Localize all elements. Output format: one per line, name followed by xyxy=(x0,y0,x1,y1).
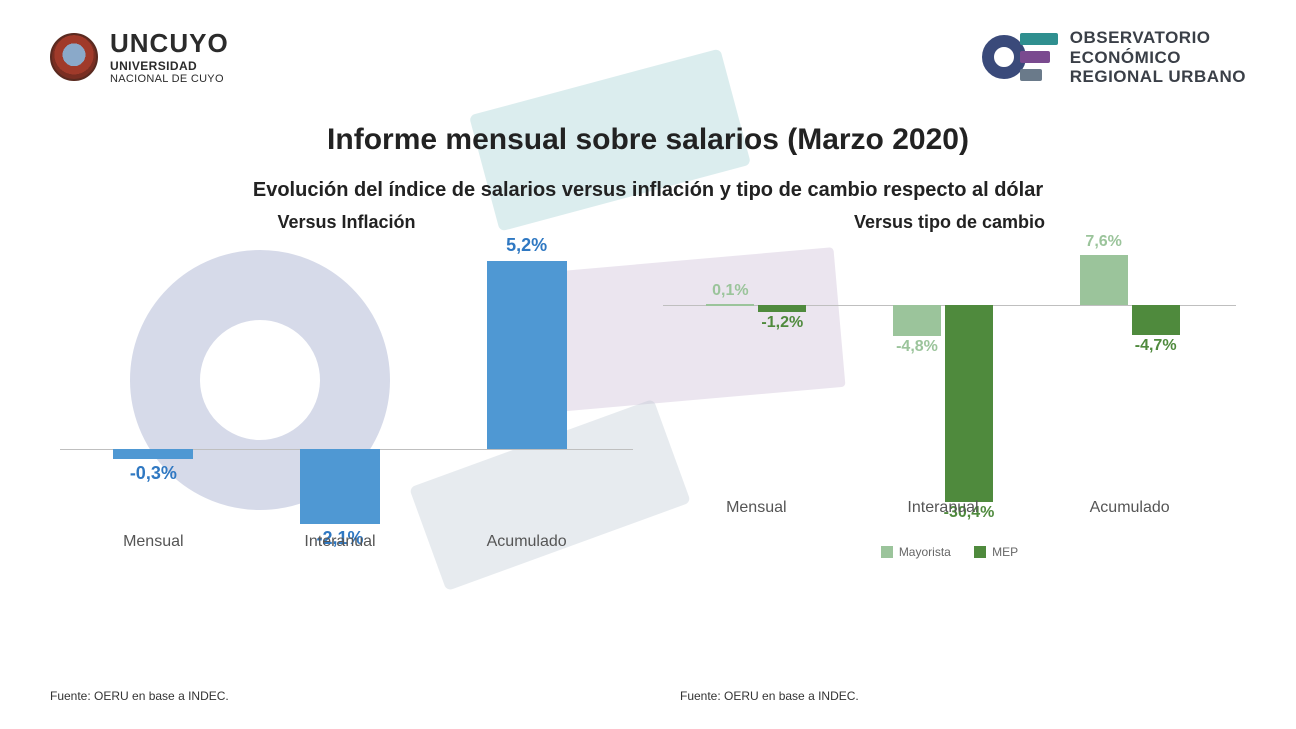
chart-fx: Versus tipo de cambio 0,1% -1,2% Mensual -4… xyxy=(663,212,1236,561)
chart-fx-bar xyxy=(945,305,993,503)
chart-fx-bar xyxy=(706,304,754,306)
oeru-line3: REGIONAL URBANO xyxy=(1070,67,1246,87)
chart-fx-category: Acumulado xyxy=(1070,499,1190,517)
header: UNCUYO UNIVERSIDAD NACIONAL DE CUYO OBSE… xyxy=(0,0,1296,87)
uncuyo-line3: NACIONAL DE CUYO xyxy=(110,73,229,85)
chart-fx-value: 0,1% xyxy=(696,282,764,300)
chart-inflation-bar xyxy=(113,449,193,460)
oeru-line2: ECONÓMICO xyxy=(1070,48,1246,68)
page-subtitle: Evolución del índice de salarios versus … xyxy=(0,179,1296,202)
chart-fx-value: -1,2% xyxy=(748,314,816,332)
legend-mayorista-swatch xyxy=(881,546,893,558)
chart-fx-category: Mensual xyxy=(696,499,816,517)
chart-fx-bar xyxy=(1132,305,1180,336)
chart-fx-value: 7,6% xyxy=(1070,233,1138,251)
chart-inflation-category: Acumulado xyxy=(467,533,587,551)
chart-fx-value: -4,7% xyxy=(1122,337,1190,355)
chart-fx-bar xyxy=(893,305,941,336)
uncuyo-seal-icon xyxy=(50,33,98,81)
legend-mayorista-label: Mayorista xyxy=(899,545,951,559)
chart-fx-title: Versus tipo de cambio xyxy=(663,212,1236,233)
legend-mayorista: Mayorista xyxy=(881,545,951,559)
oeru-line1: OBSERVATORIO xyxy=(1070,28,1246,48)
chart-fx-bar xyxy=(758,305,806,313)
charts-row: Versus Inflación -0,3%Mensual-2,1%Intera… xyxy=(0,212,1296,561)
oeru-mark-icon xyxy=(982,29,1056,85)
uncuyo-text: UNCUYO UNIVERSIDAD NACIONAL DE CUYO xyxy=(110,28,229,85)
chart-inflation-value: 5,2% xyxy=(487,235,567,256)
source-right: Fuente: OERU en base a INDEC. xyxy=(680,689,859,703)
chart-fx-value: -4,8% xyxy=(883,338,951,356)
chart-fx-plot: 0,1%-1,2%Mensual-4,8%-30,4%Interanual7,6… xyxy=(663,239,1236,539)
chart-inflation-plot: -0,3%Mensual-2,1%Interanual5,2%Acumulado xyxy=(60,239,633,539)
chart-inflation-title: Versus Inflación xyxy=(60,212,633,233)
logo-oeru: OBSERVATORIO ECONÓMICO REGIONAL URBANO xyxy=(982,28,1246,87)
logo-uncuyo: UNCUYO UNIVERSIDAD NACIONAL DE CUYO xyxy=(50,28,229,85)
chart-inflation: Versus Inflación -0,3%Mensual-2,1%Intera… xyxy=(60,212,633,561)
chart-inflation-bar xyxy=(300,449,380,525)
page-title: Informe mensual sobre salarios (Marzo 20… xyxy=(0,123,1296,157)
chart-fx-legend: Mayorista MEP xyxy=(663,545,1236,561)
source-left: Fuente: OERU en base a INDEC. xyxy=(50,689,229,703)
chart-inflation-value: -0,3% xyxy=(113,463,193,484)
legend-mep-swatch xyxy=(974,546,986,558)
chart-inflation-category: Mensual xyxy=(93,533,213,551)
legend-mep-label: MEP xyxy=(992,545,1018,559)
uncuyo-line2: UNIVERSIDAD xyxy=(110,59,229,73)
chart-fx-category: Interanual xyxy=(883,499,1003,517)
oeru-text: OBSERVATORIO ECONÓMICO REGIONAL URBANO xyxy=(1070,28,1246,87)
chart-inflation-category: Interanual xyxy=(280,533,400,551)
legend-mep: MEP xyxy=(974,545,1018,559)
chart-inflation-bar xyxy=(487,261,567,448)
chart-fx-bar xyxy=(1080,255,1128,304)
uncuyo-line1: UNCUYO xyxy=(110,28,229,59)
